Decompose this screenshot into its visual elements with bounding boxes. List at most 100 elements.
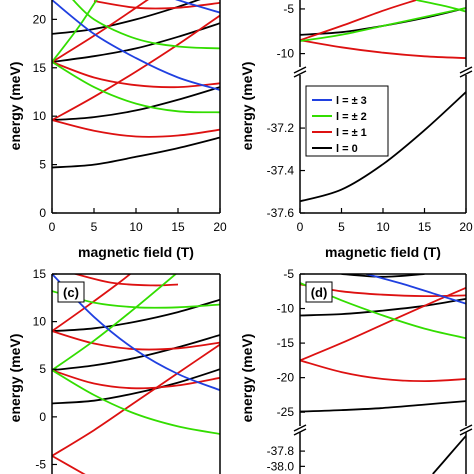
panel-c: 15 10 5 0 -5 (c) energy (meV): [7, 267, 221, 474]
panel-b: 0 5 10 15 20 -5 -10 -37.2 -37.4 -37.6 l = ± 3 l =…: [239, 0, 473, 260]
panel-c-tag-box: [57, 281, 85, 303]
panel-b-y-tick-label: -5: [283, 2, 294, 16]
panel-a-series-l2-9: [52, 61, 220, 114]
panel-b-series-l0-0: [300, 91, 466, 203]
panel-c-series-l1-5: [52, 369, 220, 390]
panel-a-series-l3-13: [175, 0, 220, 14]
panel-a-x-tick-label: 5: [91, 220, 98, 234]
panel-c-lines: [52, 274, 220, 474]
panel-c-series-l0-1: [52, 334, 220, 372]
panel-b-legend: l = ± 3 l = ± 2 l = ± 1 l = 0: [305, 85, 389, 157]
panel-d-series-l1-4: [300, 359, 466, 383]
panel-d-series-l1-3: [300, 286, 466, 362]
panel-b-upper-lines: [300, 0, 466, 59]
panel-c-y-tick-label: 10: [33, 315, 47, 329]
panel-a-y-tick-label: 10: [33, 109, 47, 123]
panel-d-y-tick-label: -5: [283, 267, 294, 281]
panel-d-series-l0-2: [341, 274, 425, 278]
panel-a-series-l1-4: [52, 119, 220, 138]
panel-d-y-tick-label: -20: [277, 371, 295, 385]
panel-a-x-tick-label: 0: [49, 220, 56, 234]
panel-a-x-tick-label: 15: [171, 220, 185, 234]
panel-c-y-tick-label: 15: [33, 267, 47, 281]
panel-d-y-tick-label: -15: [277, 336, 295, 350]
panel-a-x-label: magnetic field (T): [78, 244, 194, 260]
panel-c-tag: (c): [63, 285, 79, 300]
panel-c-series-l1-6: [52, 330, 220, 351]
panel-a: 0 5 10 15 20 0 5 10 15 20 magnetic field (T) ener…: [7, 0, 227, 260]
panel-c-series-l2-10: [52, 274, 178, 371]
panel-d: -5 -10 -15 -20 -25 -37.8-38.0 (d) energy (meV…: [239, 267, 473, 474]
panel-d-series-l0-1: [300, 400, 466, 413]
panel-d-y-tick-label: -37.8: [267, 444, 295, 458]
panel-b-x-tick-label: 5: [338, 220, 345, 234]
panel-d-series-l0-0: [432, 435, 466, 474]
panel-b-x-tick-label: 20: [459, 220, 473, 234]
panel-a-series-l1-8: [93, 0, 220, 10]
panel-b-x-tick-label: 15: [418, 220, 432, 234]
panel-a-x-tick-label: 10: [129, 220, 143, 234]
panel-d-tag: (d): [311, 285, 328, 300]
panel-a-series-l1-6: [52, 61, 220, 89]
legend-box: [305, 85, 389, 157]
panel-d-axis-break-left: [293, 424, 307, 436]
panel-d-lower-lines: [432, 435, 466, 474]
panel-a-x-tick-label: 20: [213, 220, 227, 234]
panel-c-y-tick-label: 5: [39, 362, 46, 376]
legend-label-l3: l = ± 3: [336, 95, 367, 107]
panel-b-y-tick-label: -37.4: [267, 164, 295, 178]
panel-a-y-tick-label: 0: [39, 206, 46, 220]
panel-c-series-l0-2: [52, 298, 220, 332]
legend-label-l0: l = 0: [336, 143, 358, 155]
panel-a-lines: [52, 0, 220, 169]
panel-b-series-l2-4: [416, 0, 466, 13]
panel-a-ticks: 0 5 10 15 20 0 5 10 15 20: [33, 12, 227, 234]
panel-a-series-l2-11: [72, 0, 220, 50]
panel-d-tag-box: [305, 281, 333, 303]
panel-d-series-l0-0: [300, 298, 466, 317]
panel-a-y-label: energy (meV): [7, 62, 23, 151]
legend-label-l2: l = ± 2: [336, 111, 367, 123]
panel-b-y-tick-label: -10: [277, 47, 295, 61]
panel-a-series-l3-12: [52, 0, 220, 91]
panel-c-series-l0-0: [52, 368, 220, 405]
panel-d-series-l3-7: [366, 274, 466, 305]
panel-b-axis-break-left: [293, 66, 307, 78]
panel-a-series-l2-10: [52, 0, 98, 63]
panel-c-y-label: energy (meV): [7, 334, 23, 423]
panel-d-axis-break-right: [459, 424, 473, 436]
legend-label-l1: l = ± 1: [336, 127, 367, 139]
panel-b-x-tick-label: 0: [297, 220, 304, 234]
panel-b-x-label: magnetic field (T): [325, 244, 441, 260]
panel-b-series-l2-3: [300, 7, 466, 42]
panel-d-y-tick-label: -10: [277, 302, 295, 316]
panel-d-ticks: -5 -10 -15 -20 -25 -37.8-38.0: [267, 267, 305, 473]
panel-d-y-tick-label: -25: [277, 405, 295, 419]
panel-b-y-tick-label: -37.2: [267, 121, 295, 135]
panel-c-series-l2-9: [52, 369, 220, 435]
panel-a-series-l0-0: [52, 136, 220, 169]
panel-b-x-tick-label: 10: [376, 220, 390, 234]
panel-c-y-tick-label: -5: [35, 457, 46, 471]
panel-b-lower-lines: [300, 91, 466, 203]
panel-b-series-l1-2: [300, 0, 417, 42]
panel-a-series-l0-1: [52, 86, 220, 121]
panel-b-axis-break-right: [459, 66, 473, 78]
panel-b-series-l1-1: [300, 39, 466, 59]
panel-c-series-l1-3: [52, 343, 220, 457]
panel-d-y-tick-label: -38.0: [267, 459, 295, 473]
panel-a-y-tick-label: 15: [33, 61, 47, 75]
panel-b-ticks: 0 5 10 15 20 -5 -10 -37.2 -37.4 -37.6: [267, 2, 473, 234]
panel-c-y-tick-label: 0: [39, 410, 46, 424]
panel-a-y-tick-label: 20: [33, 12, 47, 26]
panel-d-y-label: energy (meV): [239, 334, 255, 423]
panel-c-series-l3-12: [52, 274, 220, 392]
panel-a-series-l1-5: [52, 14, 220, 121]
panel-b-y-tick-label: -37.6: [267, 206, 295, 220]
panel-c-series-l1-8: [72, 274, 179, 287]
panel-a-series-l0-2: [52, 22, 220, 63]
panel-b-y-label: energy (meV): [239, 62, 255, 151]
panel-a-series-l0-3: [52, 0, 201, 35]
panel-c-series-l1-4: [52, 455, 86, 474]
